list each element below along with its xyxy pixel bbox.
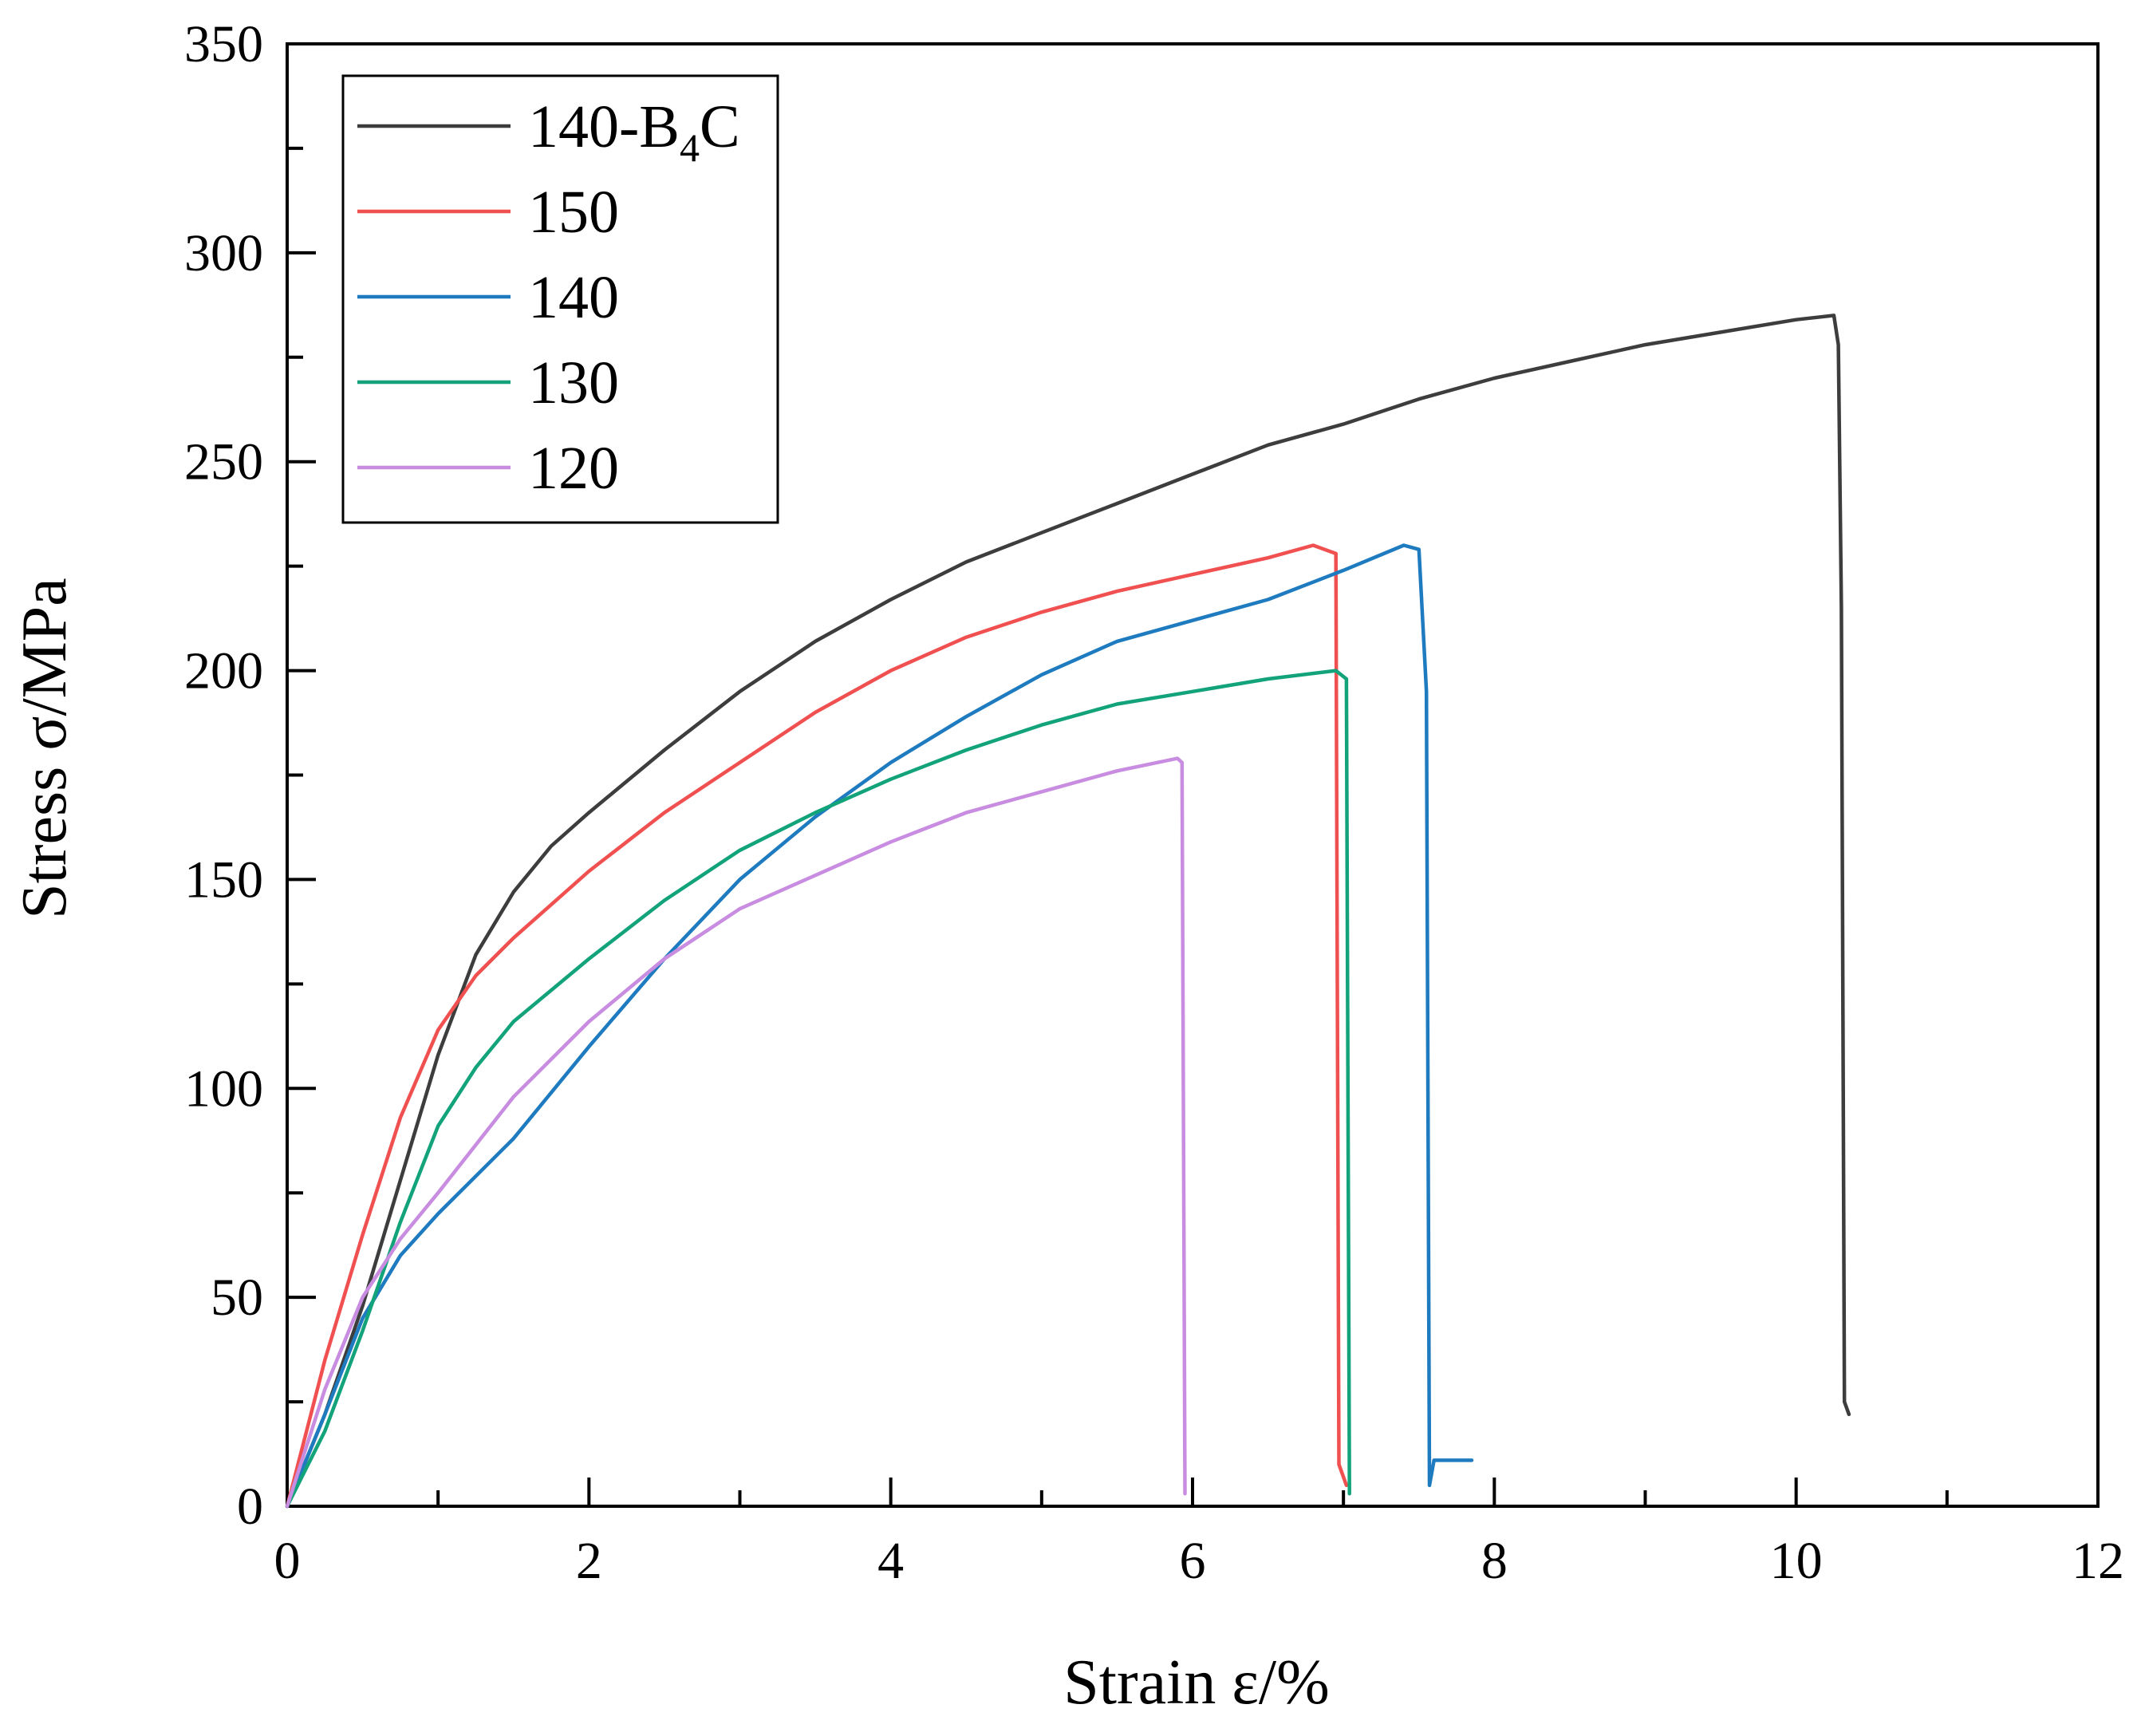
y-tick-label: 0 bbox=[237, 1478, 263, 1536]
x-tick-label: 6 bbox=[1180, 1532, 1206, 1590]
x-tick-label: 10 bbox=[1770, 1532, 1823, 1590]
y-tick-label: 350 bbox=[184, 15, 263, 73]
legend-label: 140 bbox=[528, 264, 619, 331]
series-line-150 bbox=[285, 543, 1349, 1509]
y-tick-label: 250 bbox=[184, 433, 263, 491]
y-tick-label: 300 bbox=[184, 224, 263, 282]
legend-label: 130 bbox=[528, 349, 619, 416]
x-tick-label: 0 bbox=[274, 1532, 301, 1590]
series-line-140-b4c bbox=[285, 314, 1851, 1509]
legend: 140-B4C 150 140 130 120 bbox=[341, 74, 779, 524]
y-tick-label: 50 bbox=[211, 1268, 263, 1327]
legend-box bbox=[341, 74, 779, 524]
series-line-130 bbox=[285, 669, 1351, 1509]
y-tick-label: 150 bbox=[184, 850, 263, 909]
x-tick-label: 2 bbox=[576, 1532, 602, 1590]
legend-label: 140-B4C bbox=[528, 93, 740, 170]
x-tick-label: 4 bbox=[877, 1532, 904, 1590]
y-tick-label: 200 bbox=[184, 642, 263, 700]
x-axis-title: Strain ε/% bbox=[1063, 1647, 1330, 1718]
series-line-140 bbox=[285, 543, 1474, 1509]
y-tick-label: 100 bbox=[184, 1059, 263, 1118]
series-line-120 bbox=[285, 756, 1187, 1509]
x-tick-label: 8 bbox=[1481, 1532, 1508, 1590]
data-series bbox=[285, 314, 1851, 1509]
legend-label: 120 bbox=[528, 435, 619, 502]
legend-label: 150 bbox=[528, 179, 619, 246]
x-tick-label: 12 bbox=[2072, 1532, 2124, 1590]
y-axis-title: Stress σ/MPa bbox=[10, 578, 80, 919]
